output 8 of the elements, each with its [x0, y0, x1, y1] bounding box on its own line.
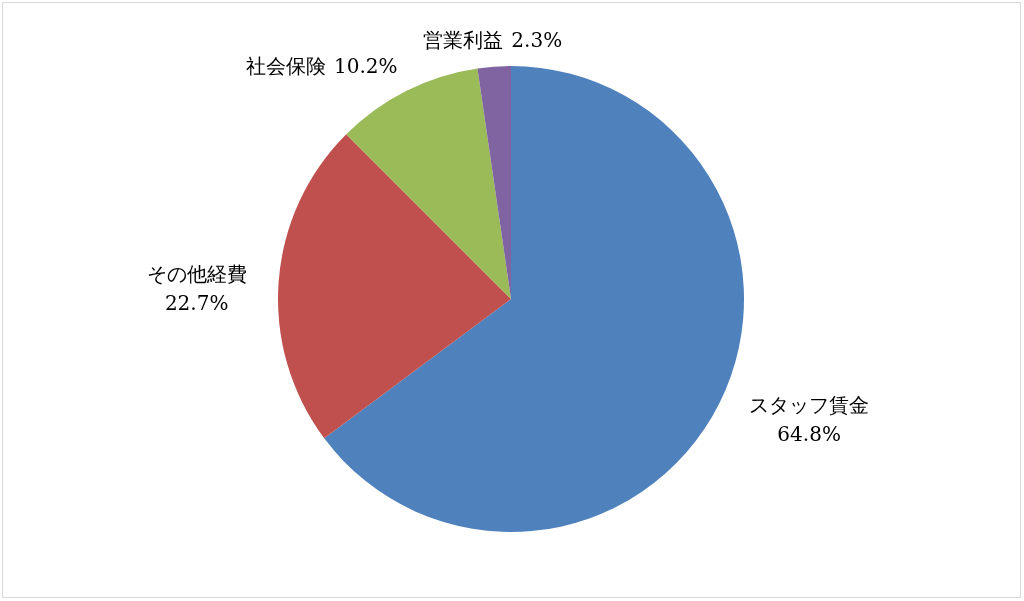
data-label: 10.2%: [334, 53, 398, 78]
slice-label: 営業利益: [423, 27, 504, 52]
data-label: 22.7%: [164, 290, 229, 315]
slice-label: スタッフ賃金: [749, 393, 870, 418]
slice-label: その他経費: [146, 261, 247, 286]
data-label: 2.3%: [511, 27, 563, 52]
data-label: 64.8%: [777, 422, 841, 447]
slice-label: 社会保険: [246, 53, 327, 78]
